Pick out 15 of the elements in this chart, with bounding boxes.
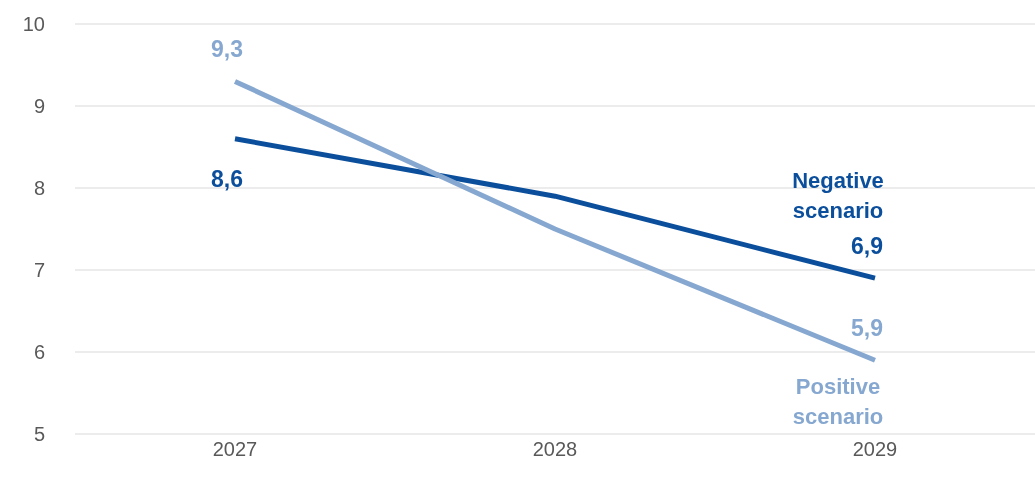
series-label: Positive scenario bbox=[792, 374, 884, 430]
data-label: 6,9 bbox=[851, 233, 883, 260]
x-tick-label: 2029 bbox=[852, 438, 898, 461]
y-tick-label: 5 bbox=[33, 423, 45, 446]
data-label: 8,6 bbox=[211, 165, 243, 192]
data-label: 5,9 bbox=[851, 315, 883, 342]
y-tick-label: 6 bbox=[33, 341, 45, 364]
y-tick-label: 8 bbox=[33, 177, 45, 200]
y-tick-label: 10 bbox=[22, 13, 45, 36]
x-tick-label: 2027 bbox=[212, 438, 258, 461]
x-tick-label: 2028 bbox=[532, 438, 578, 461]
y-tick-label: 9 bbox=[33, 95, 45, 118]
y-tick-label: 7 bbox=[33, 259, 45, 282]
data-label: 9,3 bbox=[211, 36, 243, 63]
series-label: Negative scenario bbox=[792, 168, 884, 224]
